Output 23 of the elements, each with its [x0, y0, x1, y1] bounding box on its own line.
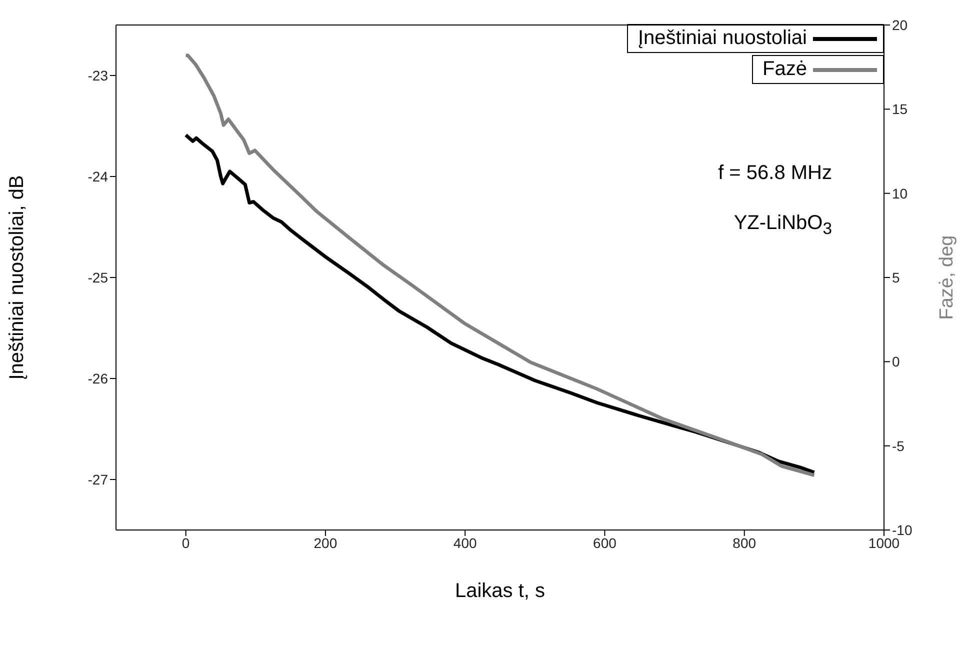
y2-tick-label: 15: [892, 101, 908, 118]
legend-label: Įneštiniai nuostoliai: [638, 27, 807, 50]
x-tick-label: 600: [593, 534, 617, 551]
legend-label: Fazė: [762, 58, 807, 81]
y2-tick-label: 5: [892, 269, 900, 286]
y2-axis-title: Fazė, deg: [936, 235, 958, 320]
x-axis-title: Laikas t, s: [454, 580, 546, 602]
x-tick-label: 0: [182, 534, 190, 551]
y-axis-title: Įneštiniai nuostoliai, dB: [6, 175, 28, 380]
annotation: YZ-LiNbO$_{3}$: [732, 211, 832, 240]
x-tick-label: 400: [453, 534, 477, 551]
y-tick-label: -26: [88, 370, 108, 386]
y-tick-label: -23: [88, 67, 108, 84]
y2-tick-label: 20: [892, 16, 908, 33]
y-tick-label: -27: [88, 471, 108, 488]
annotation: f = 56.8 MHz: [718, 161, 832, 186]
y2-tick-label: 10: [892, 185, 908, 202]
y-tick-label: -24: [88, 168, 108, 184]
y2-tick-label: 0: [892, 354, 900, 370]
y2-tick-label: -5: [892, 438, 905, 454]
y-tick-label: -25: [88, 269, 108, 286]
x-tick-label: 200: [314, 534, 338, 551]
x-tick-label: 800: [732, 534, 756, 551]
